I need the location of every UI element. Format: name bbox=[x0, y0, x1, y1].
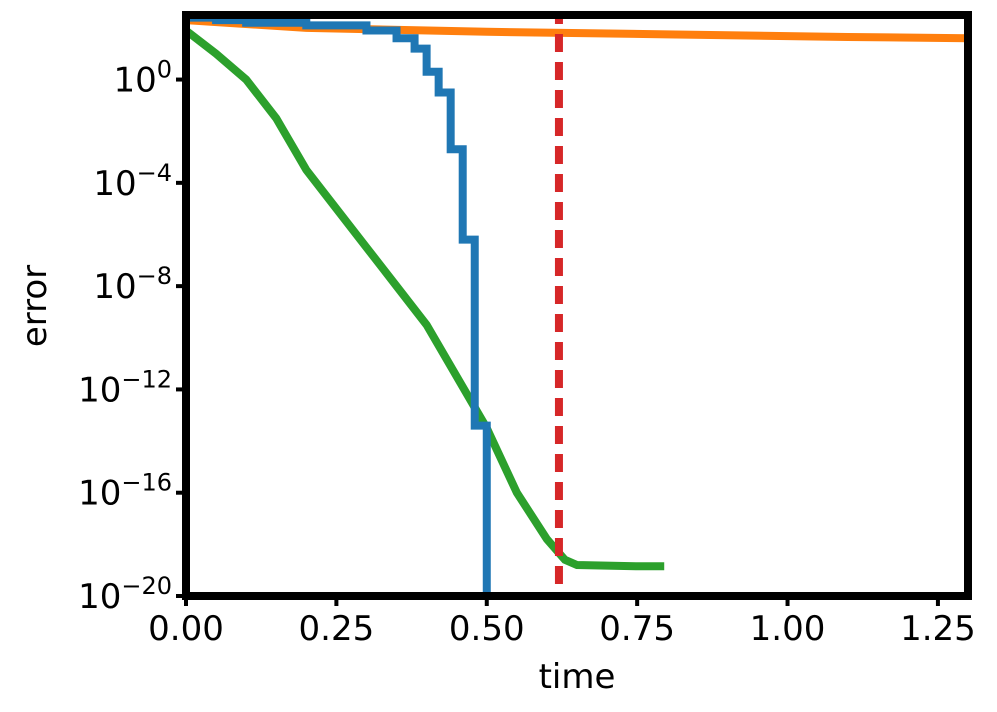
series-line-3 bbox=[186, 13, 491, 596]
y-axis-ticks: 100 10−4 10−8 10−12 10−16 10−20 bbox=[78, 56, 186, 617]
x-tick-label: 1.25 bbox=[900, 609, 976, 649]
x-axis-label: time bbox=[539, 657, 616, 697]
x-tick-label: 0.00 bbox=[148, 609, 224, 649]
y-tick-label: 10−16 bbox=[78, 469, 172, 514]
y-tick-label: 10−8 bbox=[93, 262, 172, 307]
x-tick-label: 0.75 bbox=[599, 609, 675, 649]
series-line-2 bbox=[183, 27, 665, 571]
y-tick-label: 100 bbox=[113, 56, 172, 101]
y-tick-label: 10−12 bbox=[78, 365, 172, 410]
y-tick-label: 10−4 bbox=[93, 159, 172, 204]
x-tick-label: 1.00 bbox=[750, 609, 826, 649]
y-tick-label: 10−20 bbox=[78, 572, 172, 617]
x-tick-label: 0.50 bbox=[449, 609, 525, 649]
x-axis-ticks: 0.00 0.25 0.50 0.75 1.00 1.25 bbox=[148, 596, 976, 649]
y-axis-label: error bbox=[15, 265, 55, 347]
series-line-4 bbox=[186, 11, 563, 596]
plot-series bbox=[183, 11, 969, 596]
plot-frame bbox=[182, 11, 972, 600]
x-tick-label: 0.25 bbox=[299, 609, 375, 649]
